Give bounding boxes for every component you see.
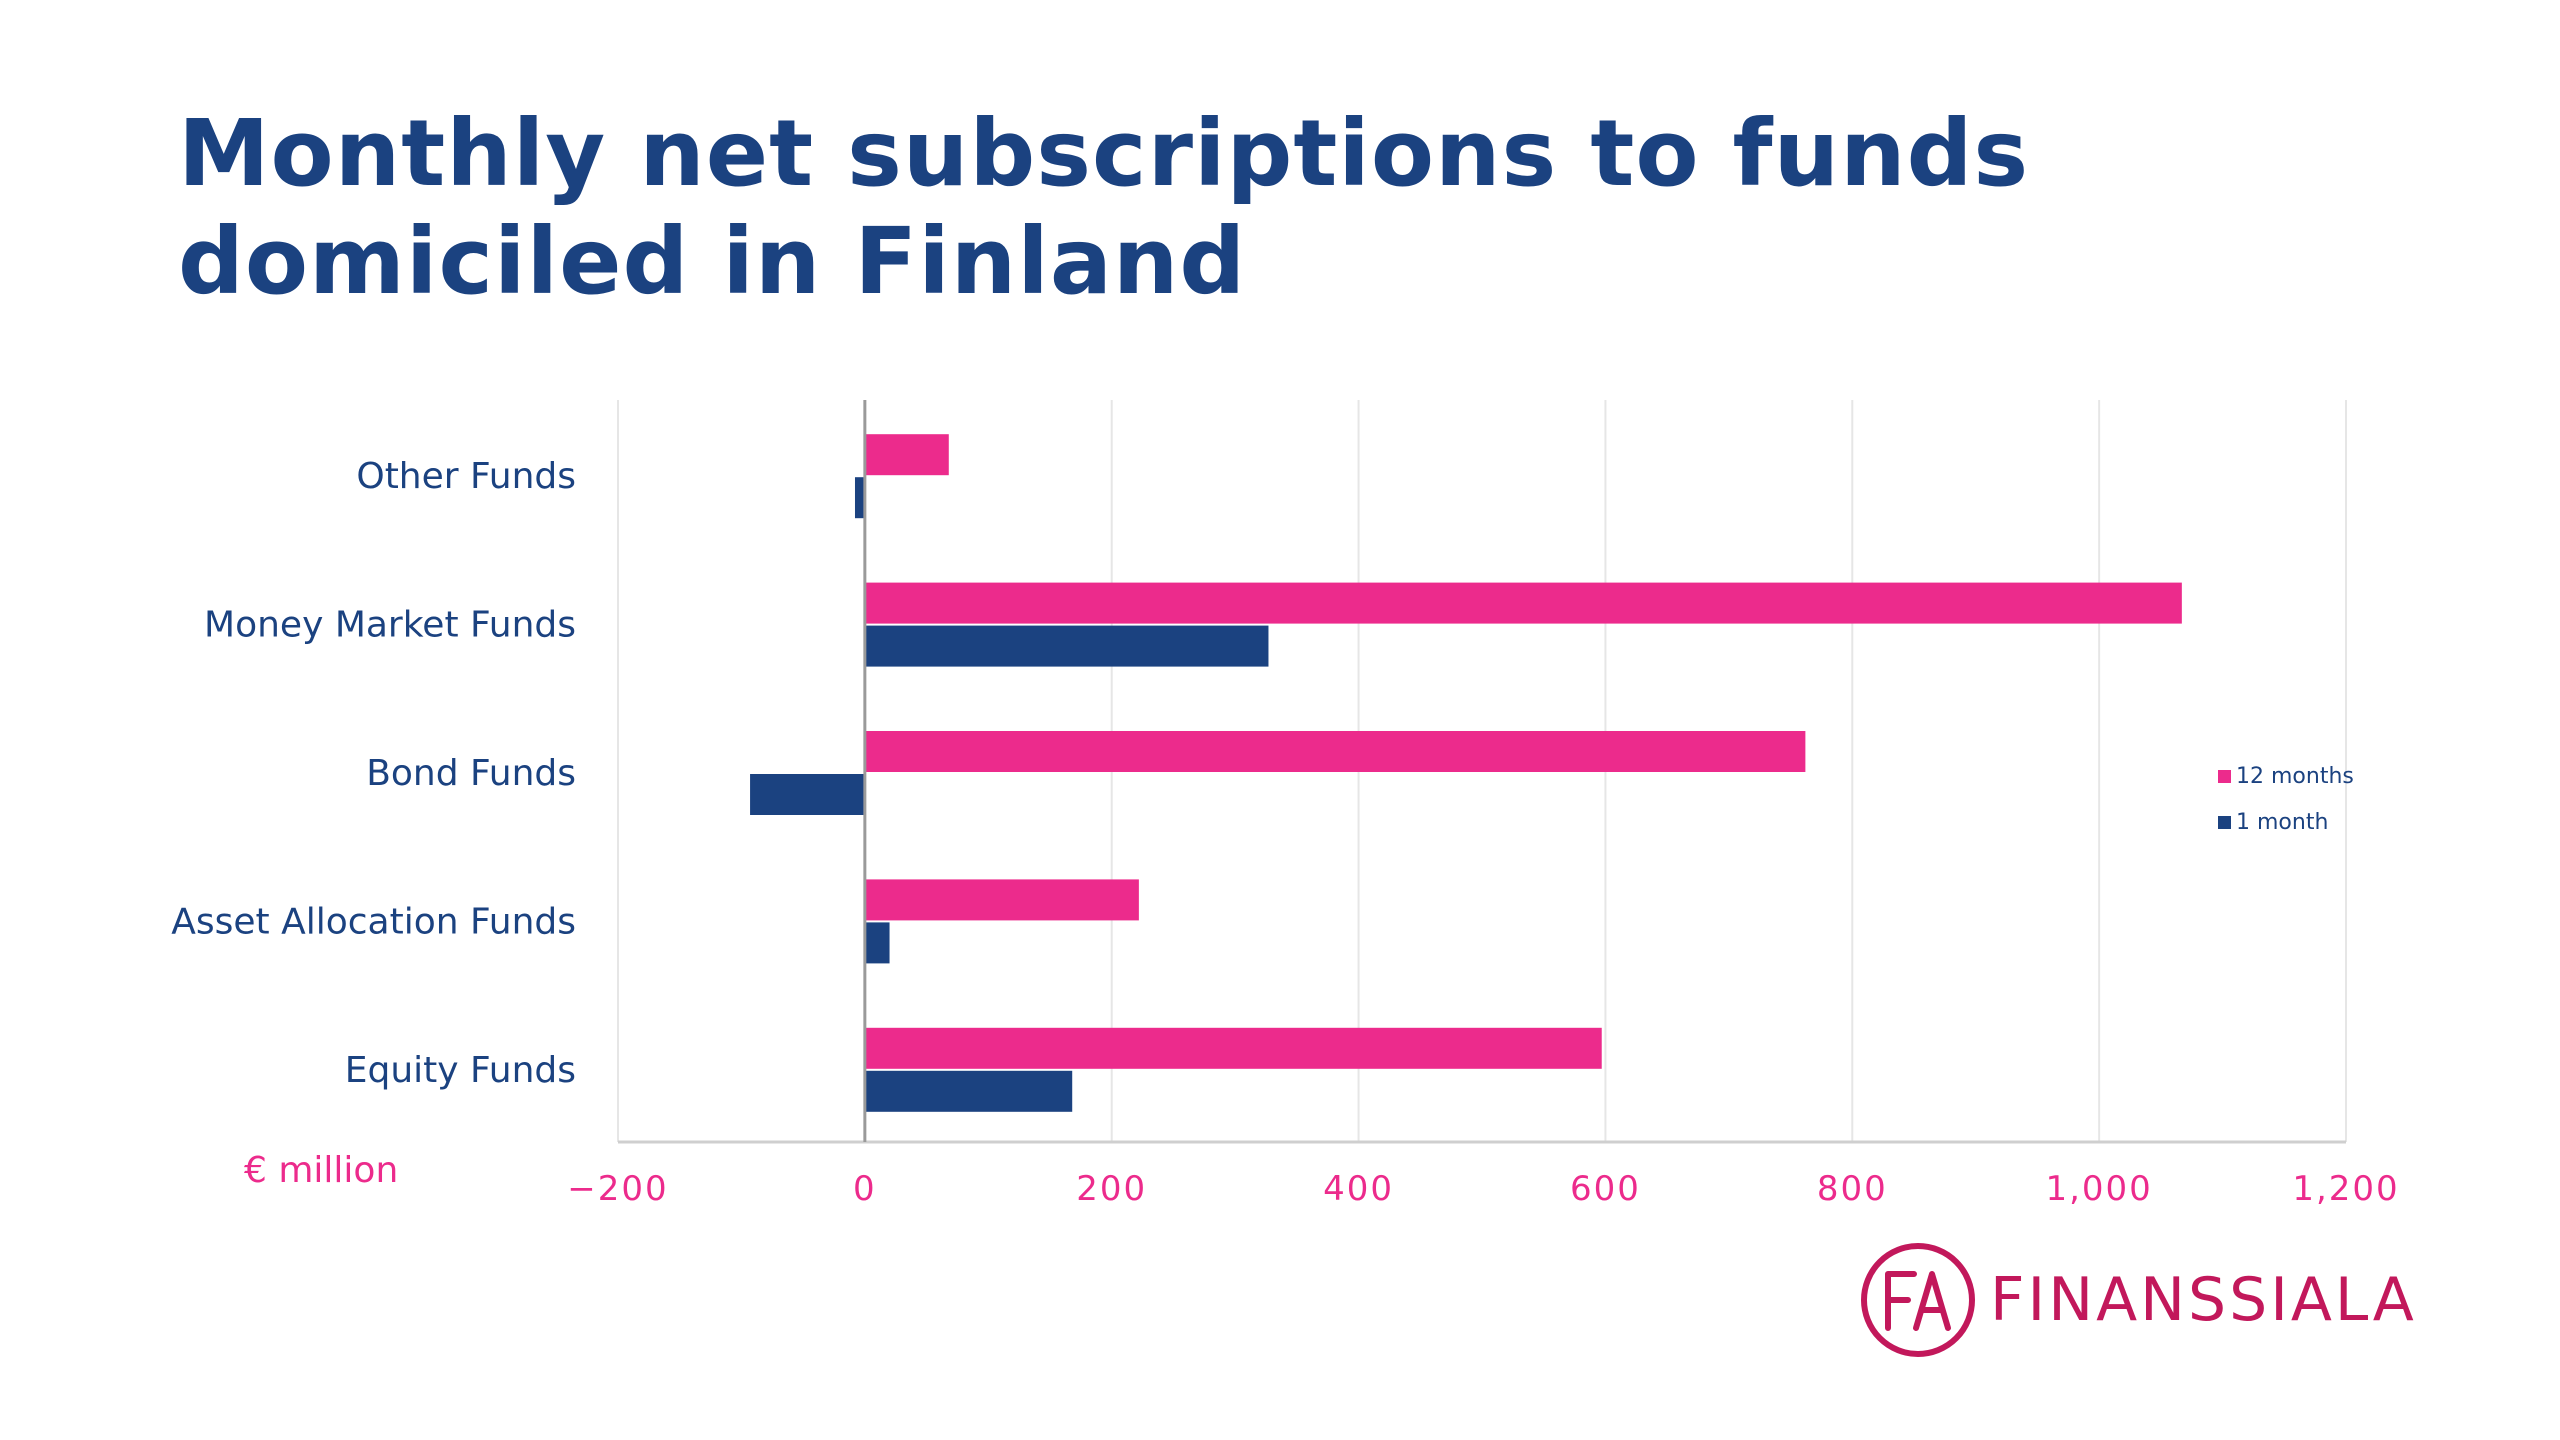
fa-logo-icon xyxy=(1861,1243,1975,1357)
bar-other-funds-1-month xyxy=(854,477,865,519)
x-tick-labels: −200 0 200 400 600 800 1,000 1,200 xyxy=(567,1169,2399,1209)
axes xyxy=(618,400,2346,1144)
x-tick-label: 400 xyxy=(1323,1169,1394,1209)
x-axis-label: € million xyxy=(244,1150,398,1191)
bar-asset-allocation-funds-1-month xyxy=(864,922,890,964)
legend: 12 months 1 month xyxy=(2218,760,2354,852)
category-label-asset-allocation-funds: Asset Allocation Funds xyxy=(171,901,576,942)
x-tick-label: 1,200 xyxy=(2292,1169,2399,1209)
title-line-1: Monthly net subscriptions to funds xyxy=(178,100,2030,207)
category-label-bond-funds: Bond Funds xyxy=(366,753,576,794)
x-tick-label: −200 xyxy=(567,1169,668,1209)
bar-equity-funds-1-month xyxy=(864,1070,1073,1112)
category-label-equity-funds: Equity Funds xyxy=(345,1050,576,1091)
x-tick-label: 800 xyxy=(1817,1169,1888,1209)
legend-label-1-month: 1 month xyxy=(2236,809,2329,835)
title-line-2: domiciled in Finland xyxy=(178,208,1247,315)
legend-label-12-months: 12 months xyxy=(2236,763,2354,789)
legend-item-12-months: 12 months xyxy=(2218,760,2354,792)
bar-equity-funds-12-months xyxy=(864,1027,1602,1069)
logo-wordmark: FINANSSIALA xyxy=(1990,1265,2417,1335)
x-tick-label: 1,000 xyxy=(2045,1169,2152,1209)
bar-asset-allocation-funds-12-months xyxy=(864,879,1139,921)
legend-item-1-month: 1 month xyxy=(2218,806,2354,838)
bar-money-market-funds-1-month xyxy=(864,625,1269,667)
chart-title: Monthly net subscriptions to funds domic… xyxy=(178,100,2378,316)
finanssiala-logo: FINANSSIALA xyxy=(1858,1240,2417,1360)
category-label-money-market-funds: Money Market Funds xyxy=(204,605,576,646)
legend-swatch-12-months xyxy=(2218,769,2231,783)
category-labels: Other Funds Money Market Funds Bond Funds A… xyxy=(171,456,576,1091)
bar-other-funds-12-months xyxy=(864,434,949,476)
x-tick-label: 200 xyxy=(1076,1169,1147,1209)
bar-money-market-funds-12-months xyxy=(864,582,2182,624)
category-label-other-funds: Other Funds xyxy=(356,456,576,497)
bars xyxy=(750,434,2182,1112)
bar-bond-funds-12-months xyxy=(864,731,1806,772)
x-tick-label: 600 xyxy=(1570,1169,1641,1209)
bar-bond-funds-1-month xyxy=(750,774,865,815)
legend-swatch-1-month xyxy=(2218,815,2231,829)
x-tick-label: 0 xyxy=(853,1169,877,1209)
